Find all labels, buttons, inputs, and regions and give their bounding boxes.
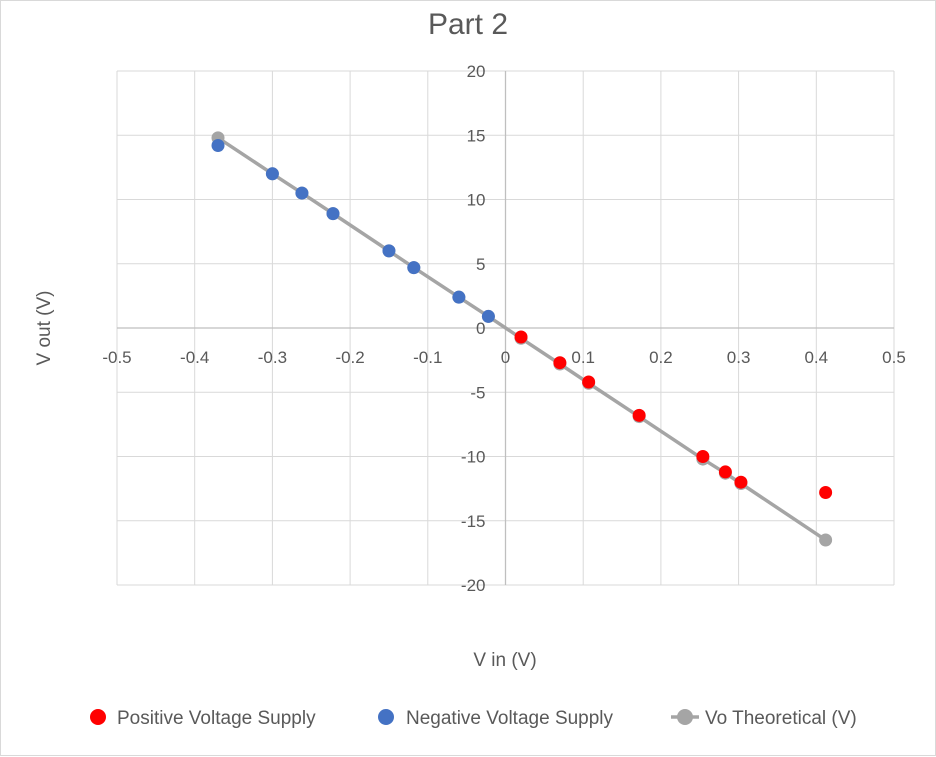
x-tick-label: 0.3 xyxy=(727,348,751,367)
y-tick-label: -20 xyxy=(461,576,486,595)
data-point xyxy=(265,167,279,181)
data-point xyxy=(582,375,596,389)
series-line xyxy=(217,136,827,542)
data-point xyxy=(734,475,748,489)
x-tick-label: -0.5 xyxy=(102,348,131,367)
data-point xyxy=(382,244,396,258)
x-tick-label: -0.3 xyxy=(258,348,287,367)
y-tick-label: 10 xyxy=(467,191,486,210)
legend-label: Vo Theoretical (V) xyxy=(705,708,857,729)
legend-marker xyxy=(378,709,394,725)
y-tick-label: -10 xyxy=(461,448,486,467)
data-point xyxy=(632,408,646,422)
legend-label: Negative Voltage Supply xyxy=(406,708,614,729)
x-tick-label: -0.4 xyxy=(180,348,209,367)
y-tick-label: 0 xyxy=(476,319,485,338)
series-1 xyxy=(211,139,495,323)
x-tick-label: 0 xyxy=(501,348,510,367)
chart-title: Part 2 xyxy=(428,8,508,41)
x-tick-label: -0.1 xyxy=(413,348,442,367)
data-point xyxy=(481,309,495,323)
y-tick-label: 5 xyxy=(476,255,485,274)
data-point xyxy=(211,139,225,153)
data-point xyxy=(819,485,833,499)
y-axis-title: V out (V) xyxy=(34,291,55,366)
legend-item: Negative Voltage Supply xyxy=(378,708,614,729)
legend-marker xyxy=(677,709,693,725)
data-point xyxy=(452,290,466,304)
legend-marker xyxy=(90,709,106,725)
x-axis-title: V in (V) xyxy=(473,650,536,671)
y-tick-label: 15 xyxy=(467,126,486,145)
y-tick-label: 20 xyxy=(467,62,486,81)
x-tick-label: 0.2 xyxy=(649,348,673,367)
data-point xyxy=(326,207,340,221)
data-point xyxy=(514,330,528,344)
x-tick-label: 0.5 xyxy=(882,348,906,367)
data-point xyxy=(295,186,309,200)
data-point xyxy=(718,465,732,479)
data-point xyxy=(553,356,567,370)
tick-labels: -0.5 -0.4 -0.3 -0.2 -0.1 0 0.1 0.2 0.3 0.4 0.5 -20 -… xyxy=(102,62,905,595)
legend: Positive Voltage Supply Negative Voltage … xyxy=(90,708,857,729)
legend-item: Positive Voltage Supply xyxy=(90,708,316,729)
legend-label: Positive Voltage Supply xyxy=(117,708,316,729)
x-tick-label: 0.4 xyxy=(804,348,828,367)
x-tick-label: -0.2 xyxy=(335,348,364,367)
x-tick-label: 0.1 xyxy=(571,348,595,367)
series-0 xyxy=(514,330,833,499)
plot-series xyxy=(211,131,833,547)
y-tick-label: -5 xyxy=(470,383,485,402)
y-tick-label: -15 xyxy=(461,512,486,531)
legend-item: Vo Theoretical (V) xyxy=(671,708,857,729)
data-point xyxy=(696,450,710,463)
data-point xyxy=(407,261,421,275)
data-point xyxy=(819,533,833,547)
